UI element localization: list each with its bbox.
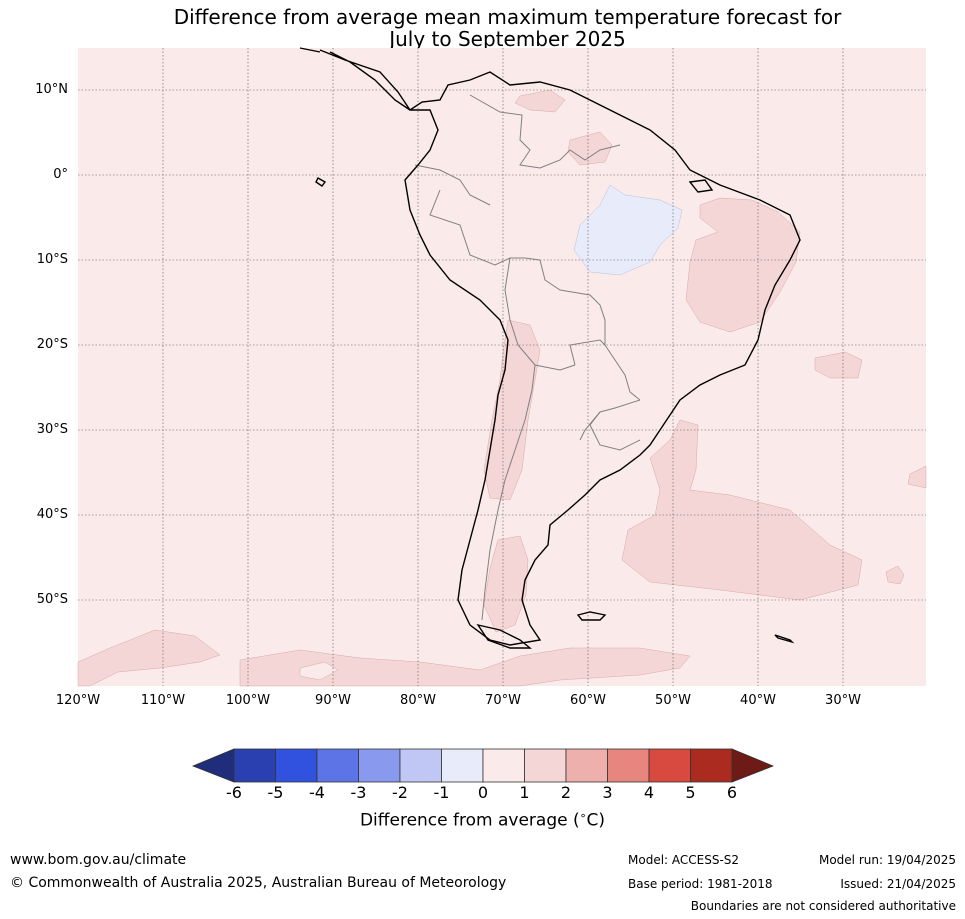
lat-label: 10°S	[36, 252, 68, 267]
colorbar-tick-label: 0	[477, 783, 489, 802]
anomaly-region-ne-brazil	[685, 197, 801, 333]
coastline-south-georgia	[774, 634, 795, 644]
lon-label: 110°W	[140, 693, 186, 708]
colorbar-tick-label: 1	[519, 783, 530, 802]
colorbar-segment	[648, 748, 691, 783]
footer-copyright: © Commonwealth of Australia 2025, Austra…	[10, 875, 507, 891]
colorbar-segment	[565, 748, 608, 783]
lat-label: 20°S	[36, 337, 68, 352]
anomaly-region-andes	[483, 319, 541, 501]
footer-disclaimer: Boundaries are not considered authoritat…	[690, 899, 956, 913]
anomaly-region-caribbean	[514, 89, 566, 113]
colorbar-label: Difference from average (∘C)	[359, 809, 606, 831]
anomaly-region-east-atlantic	[814, 351, 863, 379]
colorbar-tick-label: -2	[392, 783, 408, 802]
colorbar-tick-label: -3	[350, 783, 367, 802]
colorbar-tick-label: 3	[602, 783, 613, 802]
colorbar-tick-label: -1	[433, 783, 450, 802]
anomaly-region-edge-east	[907, 465, 927, 489]
coastline-falklands	[576, 611, 607, 621]
coastline-south-america	[319, 49, 801, 646]
anomaly-region-small-east	[885, 565, 905, 585]
lon-label: 60°W	[570, 693, 606, 708]
warm-hole	[299, 661, 339, 681]
graticule	[78, 48, 926, 686]
coastline-north-caribbean	[299, 47, 321, 53]
footer-base-period: Base period: 1981-2018	[628, 877, 773, 891]
map-title-line-2: July to September 2025	[389, 27, 626, 51]
colorbar-extend-high	[731, 748, 775, 783]
colorbar-segment	[482, 748, 525, 783]
colorbar-tick-label: 2	[560, 783, 572, 802]
lon-label: 80°W	[400, 693, 436, 708]
colorbar-segment	[275, 748, 318, 783]
coastlines	[299, 47, 801, 649]
coastline-galapagos	[315, 177, 327, 187]
anomaly-region-patagonia	[483, 535, 529, 633]
lat-label: 40°S	[36, 507, 68, 522]
lon-label: 120°W	[55, 693, 101, 708]
lon-label: 50°W	[655, 693, 691, 708]
colorbar-tick-label: -4	[309, 783, 325, 802]
anomaly-region-south-pacific-west	[77, 629, 221, 687]
map-title-line-1: Difference from average mean maximum tem…	[173, 5, 842, 29]
lat-label: 50°S	[36, 592, 68, 607]
colorbar-tick-label: 4	[643, 783, 655, 802]
lon-label: 100°W	[225, 693, 271, 708]
coastline-marajo	[688, 179, 714, 193]
colorbar-segment	[316, 748, 359, 783]
colorbar-segment	[524, 748, 567, 783]
footer-url[interactable]: www.bom.gov.au/climate	[10, 852, 187, 868]
lon-label: 90°W	[315, 693, 351, 708]
footer-model: Model: ACCESS-S2	[628, 853, 740, 867]
country-borders	[414, 94, 641, 621]
lat-label: 10°N	[35, 82, 68, 97]
colorbar-segment	[690, 748, 733, 783]
colorbar-tick-label: -5	[267, 783, 284, 802]
colorbar-extend-low	[191, 748, 235, 783]
colorbar-tick-label: 5	[685, 783, 696, 802]
colorbar	[191, 748, 775, 783]
lon-label: 40°W	[740, 693, 776, 708]
lat-label: 30°S	[36, 422, 68, 437]
lon-label: 30°W	[825, 693, 861, 708]
colorbar-segment	[441, 748, 484, 783]
footer-model-run: Model run: 19/04/2025	[818, 853, 956, 867]
lat-label: 0°	[53, 167, 68, 182]
colorbar-segment	[607, 748, 650, 783]
colorbar-segment	[233, 748, 276, 783]
anomaly-region-south-pacific-east	[239, 647, 691, 687]
colorbar-segment	[358, 748, 401, 783]
lon-label: 70°W	[485, 693, 521, 708]
colorbar-segment	[399, 748, 442, 783]
colorbar-tick-label: 6	[726, 783, 738, 802]
anomaly-region-amazon-cool	[573, 184, 683, 276]
coastline-tierra-del-fuego	[476, 623, 532, 649]
footer-issued: Issued: 21/04/2025	[840, 877, 956, 891]
colorbar-tick-label: -6	[226, 783, 242, 802]
